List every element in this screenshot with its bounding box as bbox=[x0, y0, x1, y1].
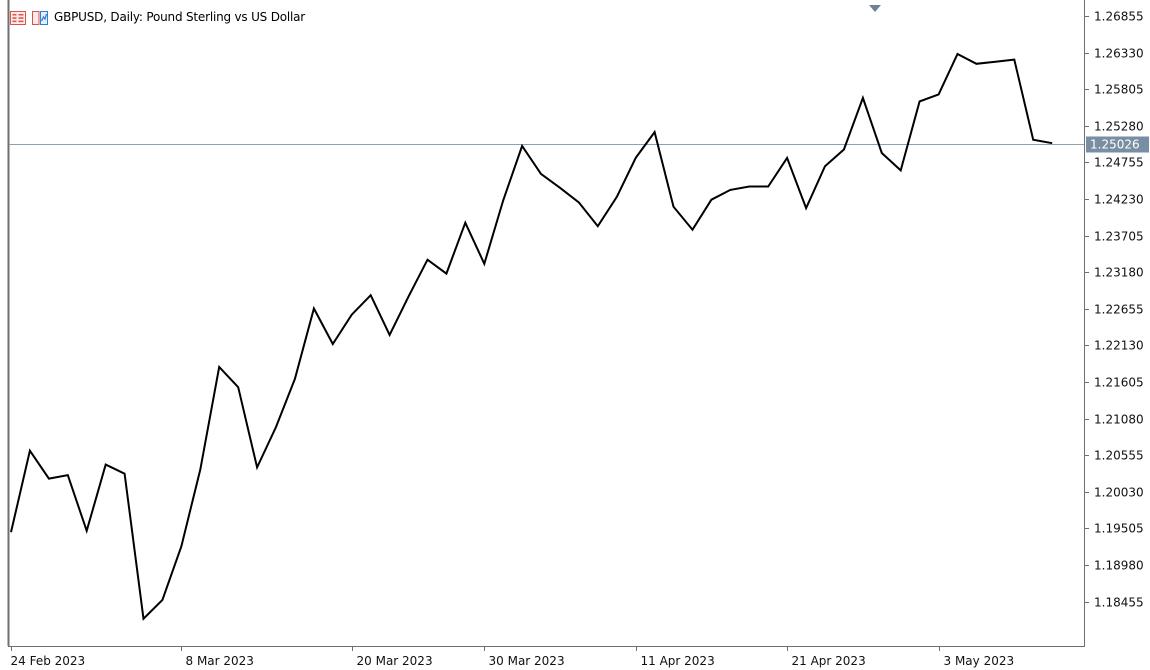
price-tick-label: 1.21605 bbox=[1094, 376, 1144, 390]
price-tick-label: 1.21080 bbox=[1094, 413, 1144, 427]
time-tick: 11 Apr 2023 bbox=[636, 646, 715, 668]
price-tick-label: 1.23705 bbox=[1094, 230, 1144, 244]
time-tick-label: 20 Mar 2023 bbox=[357, 654, 433, 668]
price-tick-label: 1.20555 bbox=[1094, 449, 1144, 463]
price-tick: 1.24230 bbox=[1084, 193, 1144, 207]
price-axis: 1.26855 1.26330 1.25805 1.25280 1.24755 1.242… bbox=[1084, 10, 1144, 610]
price-tick-label: 1.18980 bbox=[1094, 559, 1144, 573]
price-tick: 1.21605 bbox=[1084, 376, 1144, 390]
price-tick: 1.22655 bbox=[1084, 303, 1144, 317]
time-tick: 21 Apr 2023 bbox=[787, 646, 866, 668]
price-tick-label: 1.22130 bbox=[1094, 339, 1144, 353]
time-tick-label: 11 Apr 2023 bbox=[641, 654, 715, 668]
price-tick: 1.23180 bbox=[1084, 266, 1144, 280]
time-tick: 8 Mar 2023 bbox=[181, 646, 254, 668]
chart-title: GBPUSD, Daily: Pound Sterling vs US Doll… bbox=[54, 10, 306, 24]
current-price-tag: 1.25026 bbox=[1086, 136, 1149, 153]
chart-shift-marker[interactable] bbox=[869, 5, 881, 12]
time-tick-label: 8 Mar 2023 bbox=[186, 654, 254, 668]
price-tick: 1.23705 bbox=[1084, 230, 1144, 244]
price-tick: 1.26330 bbox=[1084, 47, 1144, 61]
current-price-label: 1.25026 bbox=[1090, 138, 1140, 152]
price-tick: 1.22130 bbox=[1084, 339, 1144, 353]
time-tick: 24 Feb 2023 bbox=[11, 646, 86, 668]
current-price-tag-bg bbox=[1086, 136, 1149, 153]
time-tick: 3 May 2023 bbox=[939, 646, 1015, 668]
time-tick-label: 21 Apr 2023 bbox=[792, 654, 866, 668]
list-icon[interactable] bbox=[10, 10, 26, 25]
series-line bbox=[10, 52, 1053, 621]
time-tick-label: 30 Mar 2023 bbox=[489, 654, 565, 668]
time-tick-label: 3 May 2023 bbox=[944, 654, 1015, 668]
time-tick-label: 24 Feb 2023 bbox=[11, 654, 86, 668]
price-tick-label: 1.25280 bbox=[1094, 120, 1144, 134]
price-tick: 1.21080 bbox=[1084, 413, 1144, 427]
price-tick-label: 1.26330 bbox=[1094, 47, 1144, 61]
price-tick: 1.26855 bbox=[1084, 10, 1144, 24]
price-tick: 1.25805 bbox=[1084, 83, 1144, 97]
time-tick: 20 Mar 2023 bbox=[352, 646, 433, 668]
time-axis: 24 Feb 2023 8 Mar 2023 20 Mar 2023 30 Mar 2… bbox=[11, 646, 1015, 668]
price-tick-label: 1.20030 bbox=[1094, 486, 1144, 500]
time-tick: 30 Mar 2023 bbox=[484, 646, 565, 668]
price-tick-label: 1.23180 bbox=[1094, 266, 1144, 280]
price-tick: 1.18980 bbox=[1084, 559, 1144, 573]
price-tick-label: 1.26855 bbox=[1094, 10, 1144, 24]
price-tick-label: 1.24230 bbox=[1094, 193, 1144, 207]
price-tick: 1.20030 bbox=[1084, 486, 1144, 500]
chart-title-bar: GBPUSD, Daily: Pound Sterling vs US Doll… bbox=[10, 10, 306, 25]
price-tick: 1.20555 bbox=[1084, 449, 1144, 463]
price-tick-label: 1.24755 bbox=[1094, 156, 1144, 170]
price-tick-label: 1.22655 bbox=[1094, 303, 1144, 317]
price-tick: 1.19505 bbox=[1084, 522, 1144, 536]
price-tick: 1.18455 bbox=[1084, 596, 1144, 610]
chart-window-icon[interactable] bbox=[32, 10, 48, 25]
price-tick: 1.25280 bbox=[1084, 120, 1144, 134]
price-tick: 1.24755 bbox=[1084, 156, 1144, 170]
price-tick-label: 1.18455 bbox=[1094, 596, 1144, 610]
price-tick-label: 1.25805 bbox=[1094, 83, 1144, 97]
price-tick-label: 1.19505 bbox=[1094, 522, 1144, 536]
